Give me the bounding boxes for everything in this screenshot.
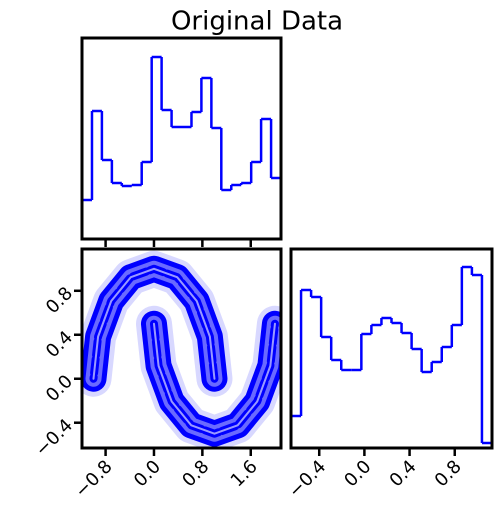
x-tick-label: 0.4 — [386, 456, 421, 491]
y-tick-label: 0.4 — [42, 327, 77, 362]
y-tick-label: −0.4 — [31, 415, 77, 461]
x-tick-label: 1.6 — [227, 456, 262, 491]
x-tick-label: 0.0 — [130, 456, 165, 491]
contour-core — [92, 267, 216, 380]
x-tick-label: −0.8 — [71, 456, 117, 502]
x-tick-label: 0.8 — [431, 456, 466, 491]
panel-frame — [80, 36, 283, 241]
contour-core — [152, 322, 276, 435]
x-tick-label: 0.8 — [178, 456, 213, 491]
contour-group — [82, 250, 281, 448]
panel-frame — [80, 247, 283, 450]
y-tick-label: 0.8 — [42, 283, 77, 318]
figure-title: Original Data — [171, 7, 343, 37]
y-tick-label: 0.0 — [42, 371, 77, 406]
x-tick-label: 0.0 — [340, 456, 375, 491]
panel-frame — [289, 247, 494, 450]
x-tick-label: −0.4 — [285, 456, 331, 502]
